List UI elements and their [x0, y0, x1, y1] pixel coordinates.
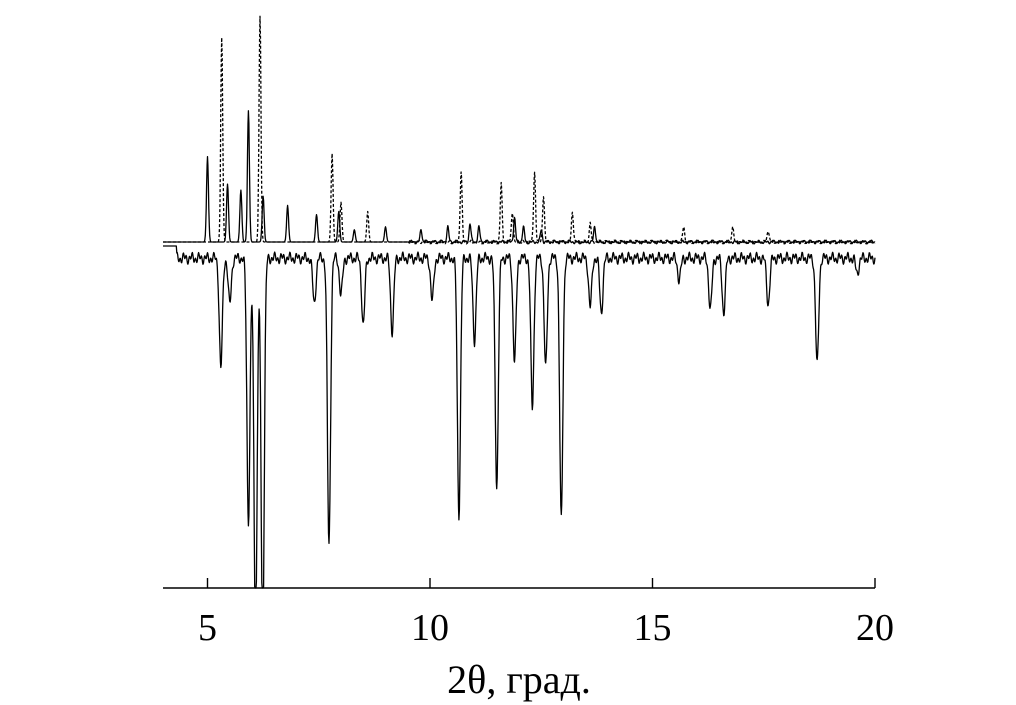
- x-axis-ticks: 5 10 15 20: [198, 578, 894, 649]
- x-axis-title: 2θ, град.: [447, 657, 591, 702]
- x-tick-label: 15: [634, 607, 672, 649]
- x-tick-label: 10: [411, 607, 449, 649]
- plot-area: [162, 15, 876, 589]
- x-axis: 5 10 15 20: [163, 578, 894, 649]
- series-dashed-line: [162, 15, 876, 245]
- x-tick-label: 20: [856, 607, 894, 649]
- x-tick-label: 5: [198, 607, 217, 649]
- series-solid-line: [162, 110, 876, 245]
- series-inverted-line: [162, 245, 876, 589]
